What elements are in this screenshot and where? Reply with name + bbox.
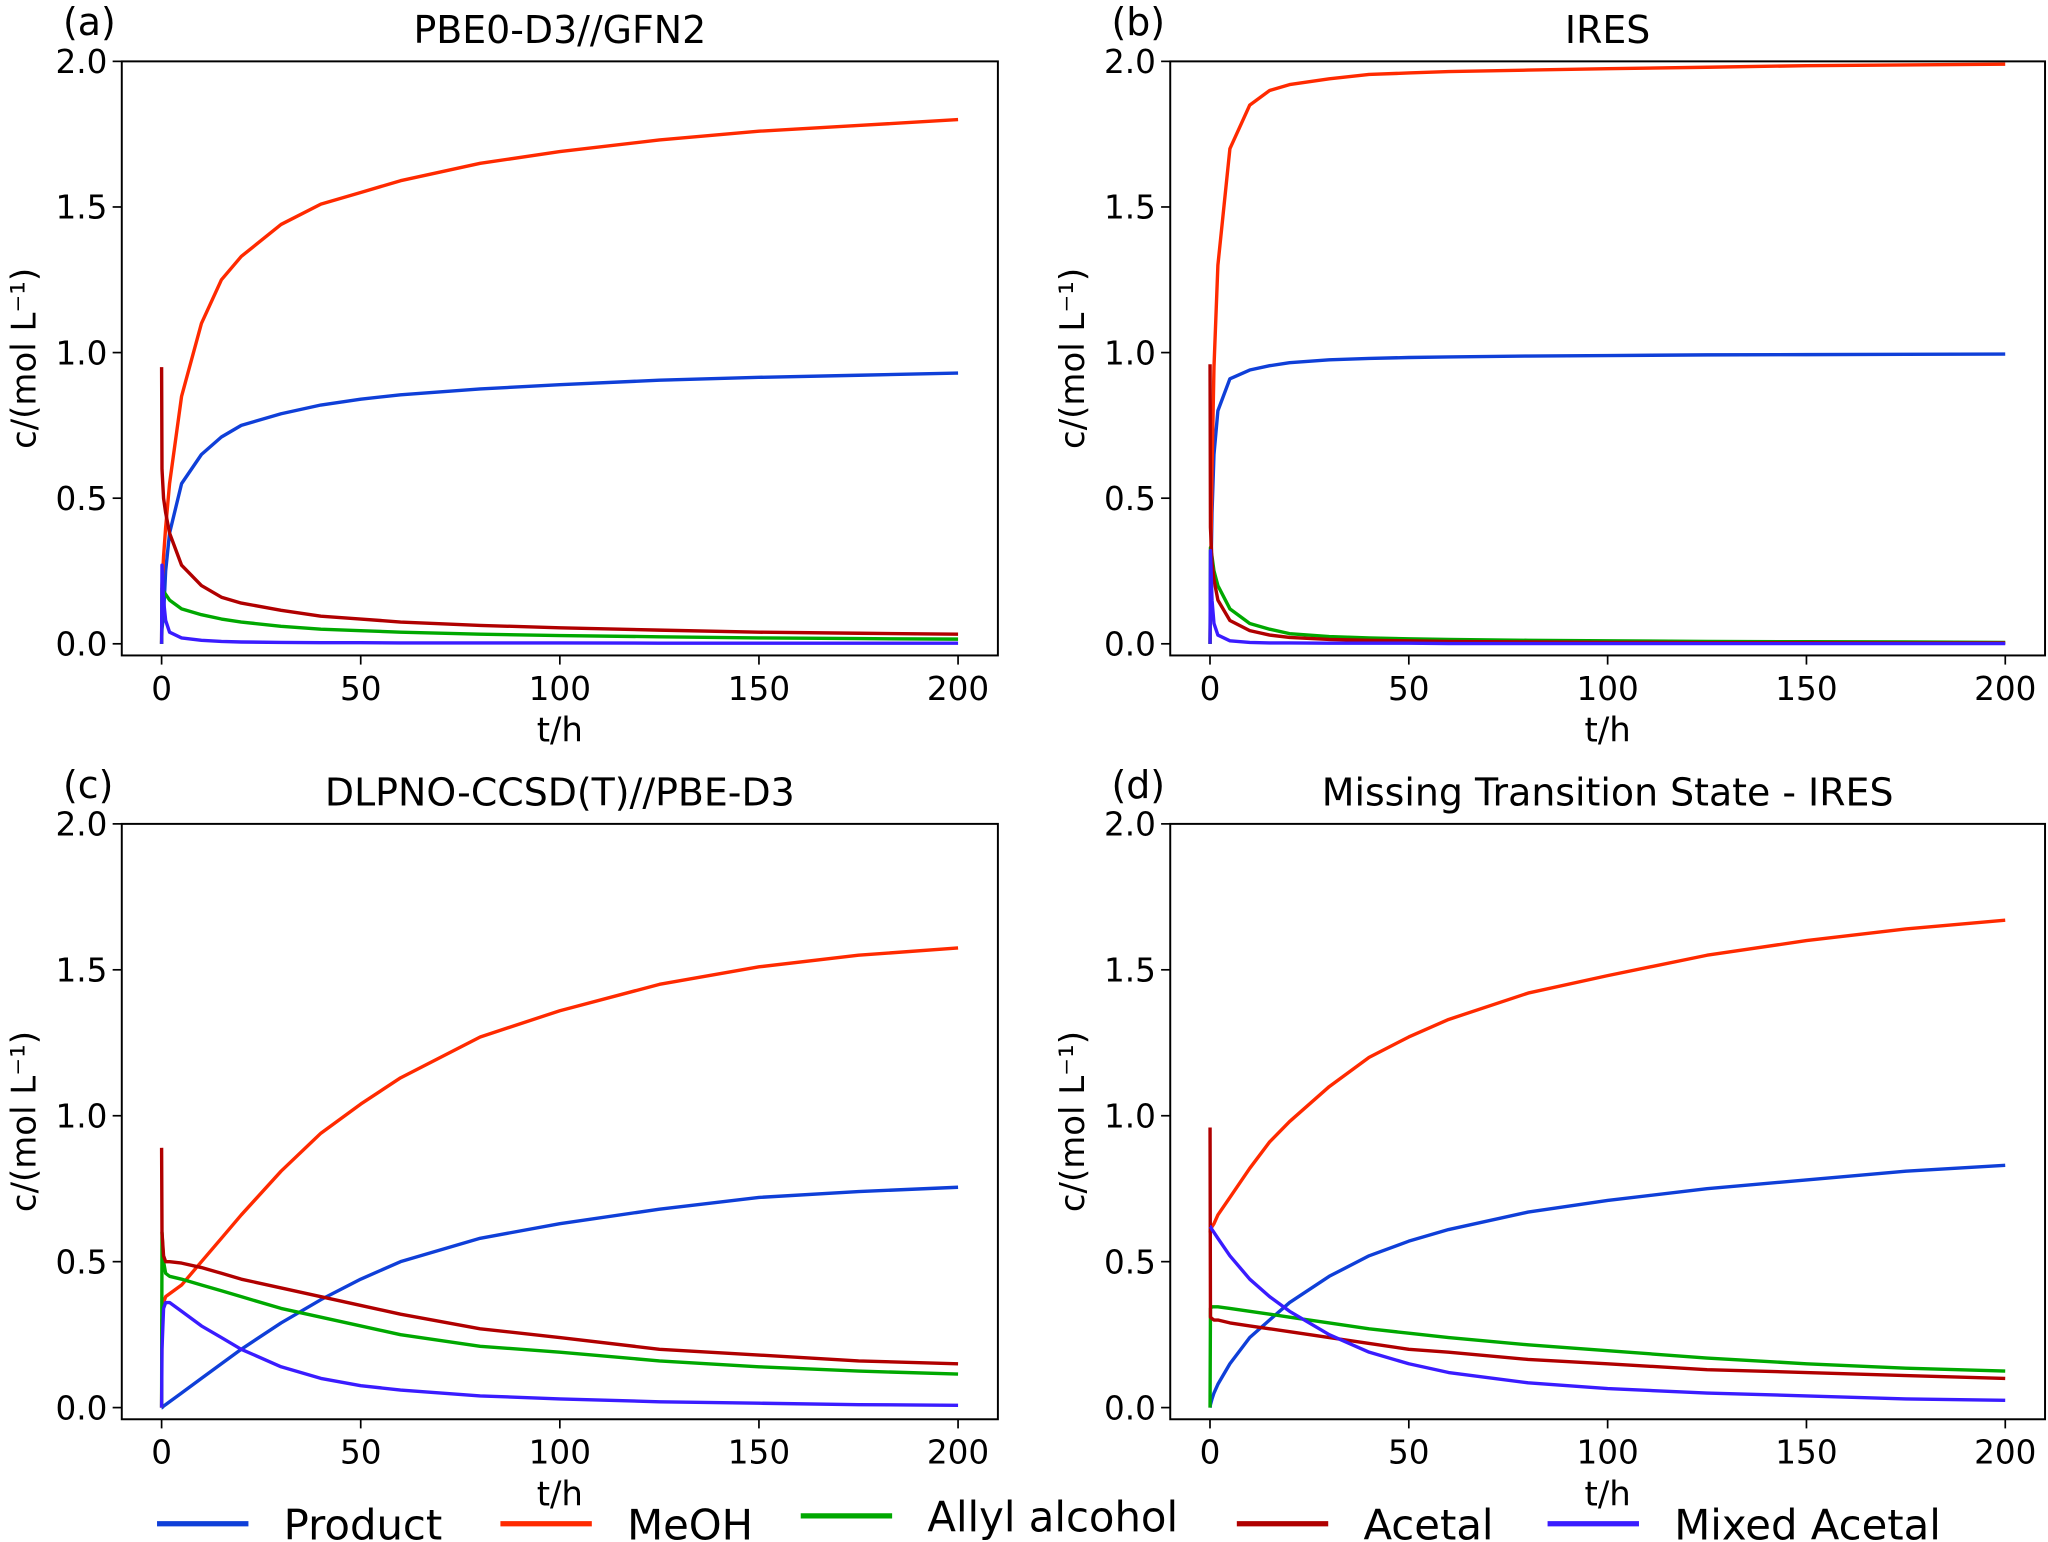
- legend-item: Acetal: [1236, 1500, 1494, 1542]
- series-line-meoh: [1208, 918, 2006, 1233]
- x-tick-label: 200: [927, 1434, 989, 1472]
- legend-item: Mixed Acetal: [1547, 1500, 1941, 1542]
- y-axis-label: c/(mol L⁻¹): [1053, 1031, 1093, 1212]
- series-line-mixed-acetal: [159, 563, 959, 645]
- x-axis-label: t/h: [1585, 711, 1631, 751]
- legend-label: Allyl alcohol: [927, 1493, 1178, 1542]
- x-tick-label: 100: [1576, 1434, 1638, 1472]
- series-line-allyl-alcohol: [159, 1230, 959, 1408]
- series-line-acetal: [159, 1147, 959, 1366]
- subplot-c: (c) DLPNO-CCSD(T)//PBE-D3 0 50 100 150 200 0.0 0…: [5, 763, 999, 1514]
- x-tick-label: 150: [728, 670, 790, 708]
- series-line-mixed-acetal: [159, 1300, 959, 1408]
- series-line-mixed-acetal: [1208, 1224, 2006, 1403]
- chart-title: DLPNO-CCSD(T)//PBE-D3: [325, 771, 795, 815]
- series-line-acetal: [1208, 364, 2006, 645]
- y-tick-label: 1.0: [1104, 1097, 1156, 1135]
- panel-label: (b): [1111, 0, 1165, 44]
- x-tick-label: 0: [1200, 670, 1221, 708]
- subplot-d: (d) Missing Transition State - IRES 0 50 100…: [1053, 763, 2047, 1514]
- series-line-allyl-alcohol: [1208, 546, 2006, 645]
- x-tick-label: 0: [151, 1434, 172, 1472]
- series-line-mixed-acetal: [1208, 548, 2006, 646]
- x-tick-label: 200: [927, 670, 989, 708]
- y-tick-label: 2.0: [1104, 806, 1156, 844]
- y-tick-label: 0.0: [56, 1389, 108, 1427]
- x-tick-label: 50: [1388, 1434, 1430, 1472]
- panel-label: (a): [63, 0, 116, 44]
- y-tick-label: 1.5: [56, 952, 108, 990]
- y-tick-label: 0.5: [1104, 1243, 1156, 1281]
- series-line-product: [1208, 352, 2006, 644]
- series-line-product: [1208, 1163, 2006, 1408]
- series-line-product: [159, 371, 959, 644]
- y-tick-label: 0.5: [56, 480, 108, 518]
- series-line-acetal: [1208, 1127, 2006, 1381]
- legend-item: Product: [157, 1500, 442, 1542]
- y-tick-label: 1.5: [1104, 189, 1156, 227]
- x-tick-label: 50: [340, 670, 382, 708]
- axes-frame: [1169, 60, 2047, 657]
- y-tick-label: 0.5: [56, 1243, 108, 1281]
- x-axis-label: t/h: [1585, 1474, 1631, 1514]
- x-tick-label: 200: [1974, 1434, 2036, 1472]
- panel-label: (d): [1111, 763, 1165, 807]
- legend: Product MeOH Allyl alcohol Acetal Mixed Acet…: [157, 1493, 1941, 1542]
- y-axis-label: c/(mol L⁻¹): [5, 268, 45, 449]
- series-line-allyl-alcohol: [1208, 1305, 2006, 1408]
- series-line-meoh: [1208, 62, 2006, 644]
- chart-title: Missing Transition State - IRES: [1322, 771, 1894, 815]
- x-tick-label: 200: [1974, 670, 2036, 708]
- series-line-acetal: [159, 367, 959, 636]
- x-tick-label: 150: [728, 1434, 790, 1472]
- legend-item: Allyl alcohol: [800, 1493, 1178, 1542]
- chart-title: PBE0-D3//GFN2: [413, 8, 706, 52]
- x-tick-label: 150: [1775, 670, 1837, 708]
- x-tick-label: 50: [340, 1434, 382, 1472]
- subplot-b: (b) IRES 0 50 100 150 200 0.0 0.5 1.0 1.5 2.0 t/h c/(…: [1053, 0, 2047, 751]
- x-tick-label: 100: [529, 1434, 591, 1472]
- axes-frame: [1169, 822, 2047, 1421]
- x-tick-label: 0: [151, 670, 172, 708]
- legend-label: Mixed Acetal: [1674, 1500, 1941, 1542]
- series-line-meoh: [159, 946, 959, 1408]
- y-tick-label: 0.0: [1104, 626, 1156, 664]
- x-tick-label: 0: [1200, 1434, 1221, 1472]
- series-line-allyl-alcohol: [159, 586, 959, 644]
- y-tick-label: 2.0: [56, 806, 108, 844]
- legend-label: Product: [284, 1500, 443, 1542]
- x-tick-label: 150: [1775, 1434, 1837, 1472]
- series-line-product: [160, 1185, 959, 1410]
- axes-frame: [120, 822, 999, 1421]
- legend-label: Acetal: [1363, 1500, 1493, 1542]
- y-axis-label: c/(mol L⁻¹): [5, 1031, 45, 1212]
- legend-label: MeOH: [627, 1500, 753, 1542]
- x-tick-label: 100: [1576, 670, 1638, 708]
- x-axis-label: t/h: [537, 1474, 583, 1514]
- chart-title: IRES: [1565, 8, 1650, 52]
- x-axis-label: t/h: [537, 711, 583, 751]
- y-tick-label: 1.0: [1104, 334, 1156, 372]
- y-tick-label: 1.5: [1104, 952, 1156, 990]
- legend-item: MeOH: [500, 1500, 753, 1542]
- series-line-meoh: [159, 117, 959, 644]
- y-tick-label: 2.0: [56, 43, 108, 81]
- x-tick-label: 50: [1388, 670, 1430, 708]
- x-tick-label: 100: [529, 670, 591, 708]
- panel-label: (c): [63, 763, 113, 807]
- y-tick-label: 0.0: [56, 626, 108, 664]
- y-tick-label: 0.0: [1104, 1389, 1156, 1427]
- y-tick-label: 0.5: [1104, 480, 1156, 518]
- y-tick-label: 2.0: [1104, 43, 1156, 81]
- y-tick-label: 1.5: [56, 189, 108, 227]
- y-axis-label: c/(mol L⁻¹): [1053, 268, 1093, 449]
- subplot-a: (a) PBE0-D3//GFN2 0 50 100 150 200 0.0 0.5 1.0 1.5…: [5, 0, 999, 751]
- y-tick-label: 1.0: [56, 1097, 108, 1135]
- y-tick-label: 1.0: [56, 334, 108, 372]
